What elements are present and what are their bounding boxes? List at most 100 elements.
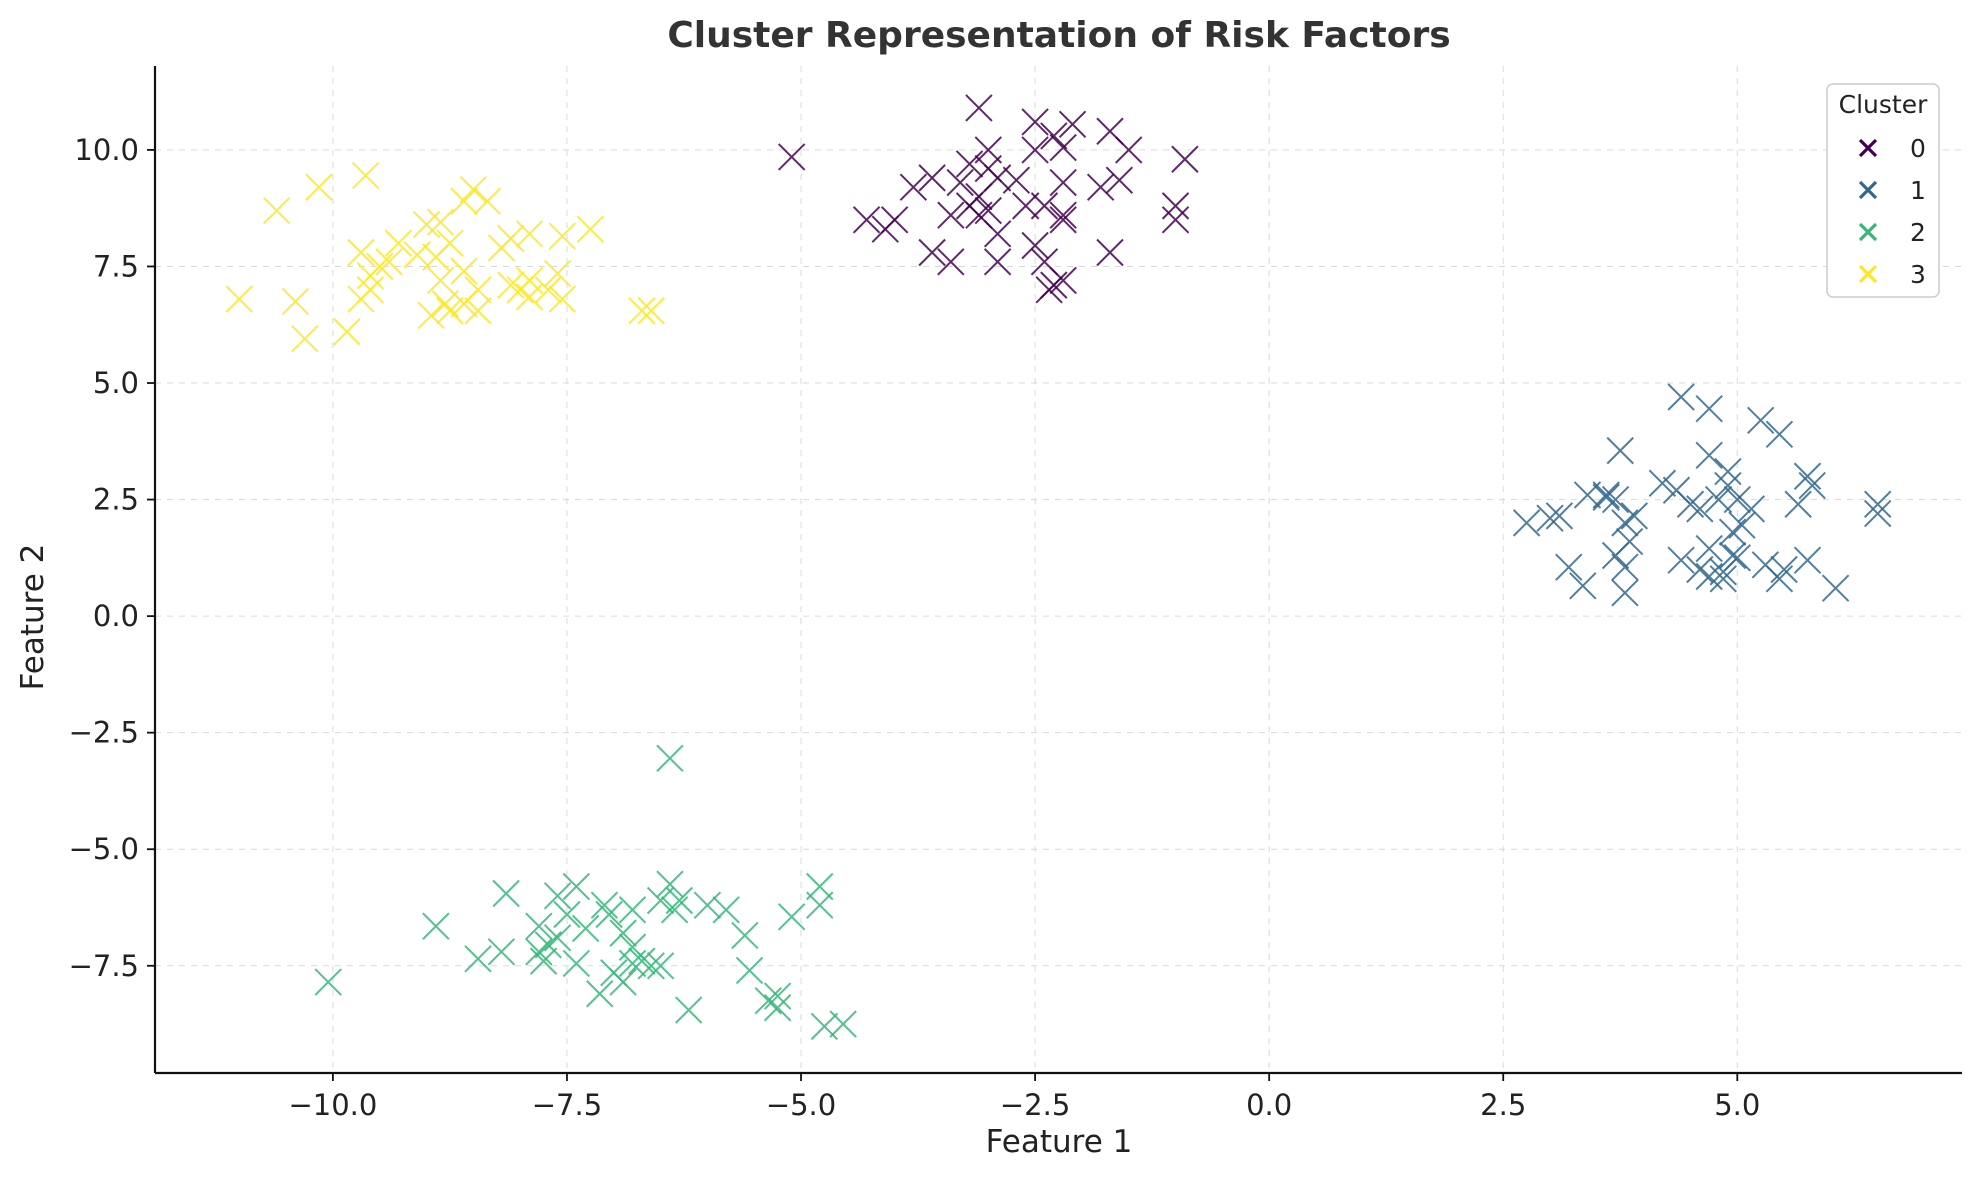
grid-lines [155, 66, 1962, 1073]
legend-title: Cluster [1839, 90, 1928, 119]
data-point-cluster-3 [225, 285, 253, 313]
data-point-cluster-1 [1718, 518, 1747, 546]
data-point-cluster-3 [543, 259, 572, 288]
data-point-cluster-3 [548, 285, 576, 313]
data-point-cluster-3 [450, 290, 478, 318]
data-point-cluster-2 [806, 891, 834, 919]
x-marker [487, 234, 516, 262]
x-marker [314, 968, 342, 996]
x-marker [1770, 555, 1798, 584]
x-marker [871, 215, 899, 243]
data-point-cluster-3 [347, 285, 375, 313]
data-point-cluster-0 [1096, 238, 1124, 267]
data-point-cluster-3 [384, 229, 413, 257]
data-point-cluster-3 [534, 276, 562, 304]
data-point-cluster-0 [918, 238, 946, 267]
x-marker [965, 94, 993, 122]
x-marker [562, 872, 591, 901]
data-point-cluster-1 [1864, 490, 1892, 518]
data-point-cluster-0 [1049, 168, 1077, 197]
x-marker [356, 262, 385, 290]
data-point-cluster-3 [487, 234, 516, 262]
data-point-cluster-3 [515, 283, 544, 311]
data-point-cluster-1 [1545, 502, 1574, 530]
data-point-cluster-0 [1058, 110, 1087, 138]
x-marker [464, 945, 492, 973]
x-tick-label: −7.5 [532, 1088, 602, 1122]
data-point-cluster-0 [1040, 122, 1068, 150]
legend-box [1826, 83, 1940, 298]
data-point-cluster-2 [609, 968, 637, 996]
data-point-cluster-3 [412, 210, 441, 239]
data-points [225, 94, 1892, 1041]
x-marker [1686, 495, 1714, 523]
x-marker [763, 982, 792, 1010]
x-marker [1030, 192, 1059, 220]
x-marker [1171, 145, 1199, 173]
data-point-cluster-1 [1718, 541, 1747, 570]
x-marker [1049, 133, 1077, 162]
data-point-cluster-0 [1021, 231, 1049, 260]
x-marker [1569, 572, 1597, 600]
x-marker [548, 285, 576, 313]
data-point-cluster-3 [305, 173, 333, 201]
legend-entry-0: 0 [1858, 134, 1926, 163]
x-marker [1545, 502, 1574, 530]
data-point-cluster-3 [403, 241, 431, 269]
legend-marker-x [1858, 138, 1878, 158]
data-point-cluster-1 [1648, 469, 1677, 497]
x-marker [263, 196, 291, 225]
data-point-cluster-3 [291, 325, 319, 353]
data-point-cluster-1 [1569, 572, 1597, 600]
axes [153, 66, 1962, 1075]
x-marker [422, 912, 450, 940]
x-tick-label: −5.0 [766, 1088, 836, 1122]
x-marker [618, 896, 647, 924]
x-marker [806, 891, 834, 919]
x-marker [1648, 469, 1677, 497]
x-marker [534, 276, 562, 304]
data-point-cluster-3 [464, 297, 492, 325]
x-marker [777, 143, 806, 171]
data-point-cluster-2 [735, 956, 764, 985]
x-marker [1793, 546, 1822, 574]
data-point-cluster-2 [628, 947, 656, 975]
x-marker [1676, 490, 1705, 518]
data-point-cluster-2 [543, 882, 572, 910]
data-point-cluster-1 [1512, 509, 1541, 537]
x-marker [1592, 481, 1620, 509]
y-tick-label: −2.5 [69, 716, 139, 750]
x-marker [1723, 544, 1752, 572]
x-marker [899, 173, 928, 201]
data-point-cluster-3 [548, 222, 576, 250]
data-point-cluster-1 [1611, 553, 1639, 581]
data-point-cluster-1 [1695, 394, 1723, 423]
y-tick-label: 0.0 [93, 599, 139, 633]
data-point-cluster-0 [1030, 192, 1059, 220]
x-marker [1695, 441, 1723, 469]
data-point-cluster-1 [1864, 499, 1892, 528]
x-marker [1606, 436, 1634, 465]
data-point-cluster-2 [763, 982, 792, 1010]
x-marker [543, 259, 572, 288]
data-point-cluster-2 [777, 903, 806, 931]
data-point-cluster-1 [1714, 457, 1742, 486]
data-point-cluster-1 [1695, 441, 1723, 469]
data-point-cluster-0 [1115, 136, 1143, 164]
data-point-cluster-0 [1049, 133, 1077, 162]
data-point-cluster-0 [1002, 166, 1031, 194]
data-point-cluster-1 [1592, 481, 1620, 509]
data-point-cluster-0 [983, 248, 1012, 276]
data-point-cluster-2 [618, 896, 647, 924]
data-point-cluster-1 [1784, 490, 1812, 518]
data-point-cluster-0 [1049, 206, 1077, 234]
data-point-cluster-3 [450, 187, 478, 215]
x-marker [974, 196, 1002, 225]
data-point-cluster-2 [609, 919, 637, 947]
x-tick-label: 2.5 [1480, 1088, 1526, 1122]
x-tick-label: −2.5 [1000, 1088, 1070, 1122]
x-marker [305, 173, 333, 201]
x-marker [1695, 534, 1723, 563]
x-marker [712, 896, 740, 924]
data-point-cluster-0 [946, 168, 974, 197]
